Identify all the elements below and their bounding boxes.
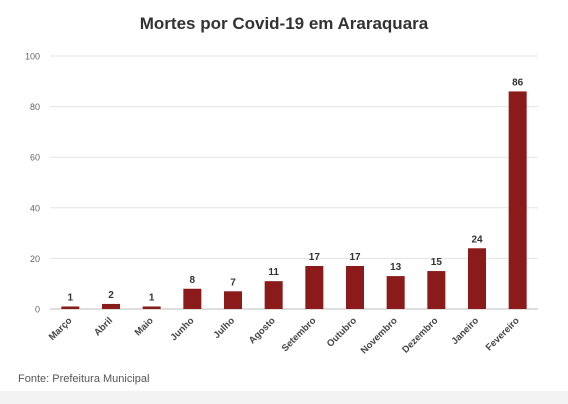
x-axis-ticks: Março Abril Maio Junho Julho Agosto Setembro Ou… [47, 315, 522, 356]
x-tick-label: Novembro [359, 315, 400, 356]
y-tick-label: 80 [30, 102, 40, 112]
data-label: 11 [268, 267, 279, 278]
y-axis-ticks: 0 20 40 60 80 100 [25, 52, 40, 315]
bar-novembro [386, 276, 405, 309]
x-tick-label: Outubro [325, 315, 359, 349]
bar-maio [142, 306, 161, 309]
bar-setembro [305, 265, 324, 309]
x-tick-label: Junho [169, 315, 197, 343]
bar-dezembro [427, 271, 446, 309]
y-tick-label: 20 [30, 254, 40, 264]
data-label: 24 [471, 234, 483, 245]
data-label: 86 [512, 77, 524, 88]
y-tick-label: 60 [30, 153, 40, 163]
bar-julho [224, 291, 242, 309]
bars [61, 91, 527, 309]
data-label: 17 [349, 252, 361, 263]
x-tick-label: Março [47, 315, 75, 343]
data-label: 8 [190, 275, 196, 286]
y-tick-label: 100 [25, 52, 40, 62]
bar-agosto [264, 281, 283, 309]
bar-fevereiro [508, 91, 527, 309]
chart-source: Fonte: Prefeitura Municipal [18, 373, 150, 385]
data-label: 17 [309, 252, 321, 263]
data-labels: 1 2 1 8 7 11 17 17 13 15 24 86 [68, 77, 524, 303]
grid-lines [50, 55, 538, 310]
data-label: 7 [230, 277, 236, 288]
data-label: 2 [108, 290, 114, 301]
data-label: 13 [390, 262, 402, 273]
data-label: 15 [431, 257, 443, 268]
bar-junho [183, 288, 202, 309]
bar-outubro [346, 265, 364, 309]
x-tick-label: Agosto [247, 315, 278, 346]
y-tick-label: 0 [35, 305, 40, 315]
x-tick-label: Dezembro [400, 315, 440, 355]
x-tick-label: Fevereiro [484, 315, 522, 353]
x-tick-label: Janeiro [449, 315, 481, 347]
bar-janeiro [468, 248, 486, 309]
chart-title: Mortes por Covid-19 em Araraquara [139, 14, 429, 33]
x-tick-label: Julho [211, 315, 237, 341]
y-tick-label: 40 [30, 203, 40, 213]
bottom-band [0, 391, 568, 404]
data-label: 1 [149, 292, 155, 303]
x-tick-label: Maio [133, 315, 156, 338]
x-tick-label: Setembro [280, 315, 319, 354]
bar-março [61, 306, 80, 309]
bar-abril [102, 303, 120, 309]
data-label: 1 [68, 292, 74, 303]
x-tick-label: Abril [92, 315, 115, 338]
